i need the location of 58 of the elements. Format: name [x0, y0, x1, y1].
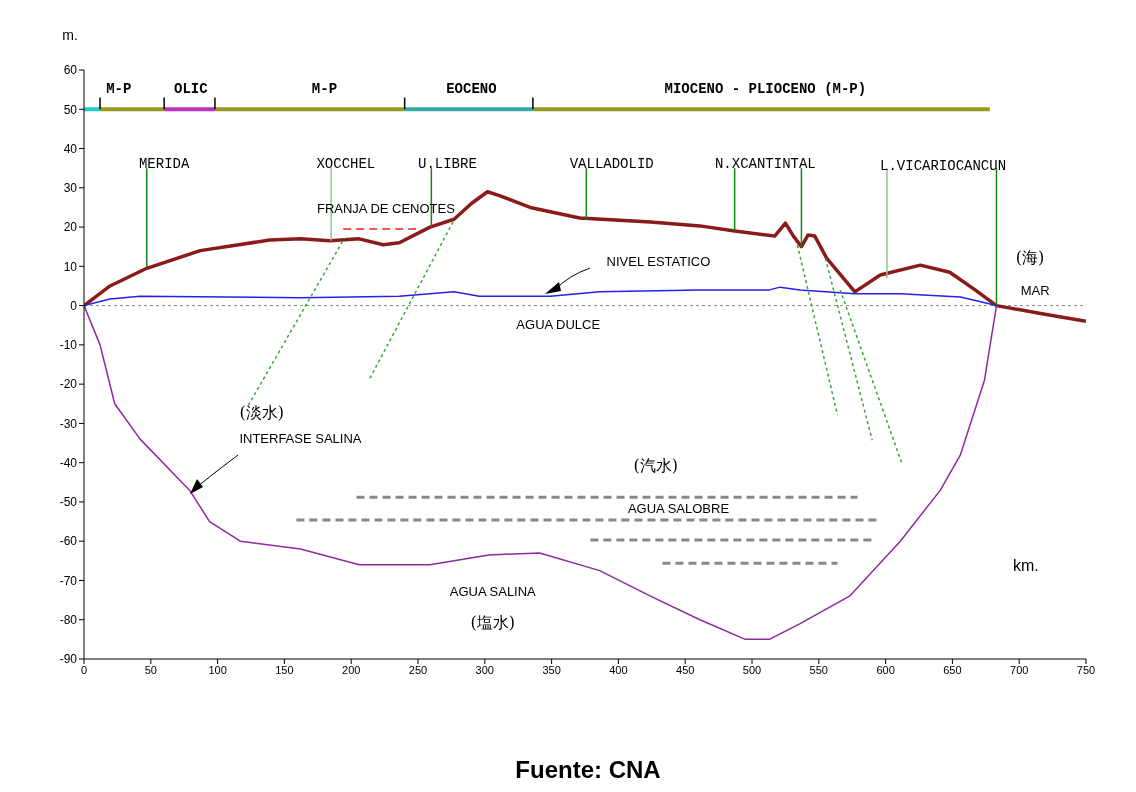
x-tick-label: 650	[943, 663, 962, 676]
x-tick-label: 400	[609, 663, 628, 676]
line-series	[84, 286, 998, 307]
y-tick-label: -60	[59, 534, 78, 549]
annotation: M-P	[106, 81, 132, 98]
annotation: INTERFASE SALINA	[239, 430, 362, 446]
y-axis-title: m.	[62, 27, 78, 43]
y-tick-label: 0	[70, 298, 78, 313]
annotation: AGUA SALOBRE	[627, 501, 730, 517]
x-tick-label: 750	[1076, 663, 1096, 676]
x-tick-label: 500	[742, 663, 762, 676]
x-tick-label: 700	[1010, 663, 1029, 676]
x-tick-label: 100	[208, 663, 227, 676]
annotation: XOCCHEL	[316, 155, 376, 172]
annotation: MIOCENO - PLIOCENO (M-P)	[664, 81, 867, 98]
annotation: (汽水)	[633, 456, 679, 476]
y-tick-label: -90	[59, 652, 78, 667]
x-tick-label: 0	[80, 663, 88, 676]
annotation: MAR	[1020, 283, 1050, 299]
y-tick-label: -50	[59, 495, 78, 510]
y-tick-label: -30	[59, 416, 78, 431]
line-series	[84, 304, 998, 641]
y-tick-label: 10	[63, 259, 78, 274]
annotation: (塩水)	[470, 613, 516, 633]
x-tick-label: 50	[144, 663, 157, 676]
x-tick-label: 200	[342, 663, 361, 676]
y-tick-label: 60	[63, 63, 78, 78]
annotation: AGUA SALINA	[449, 583, 537, 599]
annotation: NIVEL ESTATICO	[606, 253, 711, 269]
annotation: U.LIBRE	[417, 155, 477, 172]
y-tick-label: -80	[59, 612, 78, 627]
annotation: VALLADOLID	[569, 155, 654, 172]
x-tick-label: 300	[475, 663, 494, 676]
annotation: M-P	[311, 81, 338, 98]
annotation: N.XCANTINTAL	[714, 155, 816, 172]
x-tick-label: 600	[876, 663, 895, 676]
x-tick-label: 350	[542, 663, 561, 676]
y-tick-label: 40	[63, 141, 78, 156]
y-tick-label: -40	[59, 455, 78, 470]
annotation: (淡水)	[239, 403, 284, 423]
y-tick-label: 50	[63, 102, 78, 117]
annotation: MERIDA	[138, 155, 190, 172]
x-tick-label: 450	[676, 663, 695, 676]
source-note: Fuente: CNA	[515, 756, 661, 783]
x-tick-label: 250	[408, 663, 428, 676]
y-tick-label: -70	[59, 573, 78, 588]
y-tick-label: -10	[59, 338, 78, 353]
y-tick-label: 30	[63, 181, 78, 196]
annotation: OLIC	[174, 81, 209, 98]
x-tick-label: 550	[809, 663, 828, 676]
annotation: AGUA DULCE	[516, 316, 601, 332]
x-axis-title: km.	[1012, 556, 1039, 574]
annotation: (海)	[1015, 247, 1045, 267]
y-tick-label: -20	[59, 377, 78, 392]
x-tick-label: 150	[275, 663, 294, 676]
annotation: EOCENO	[446, 81, 497, 98]
y-tick-label: 20	[63, 220, 78, 235]
annotation: L.VICARIOCANCUN	[880, 157, 1007, 174]
